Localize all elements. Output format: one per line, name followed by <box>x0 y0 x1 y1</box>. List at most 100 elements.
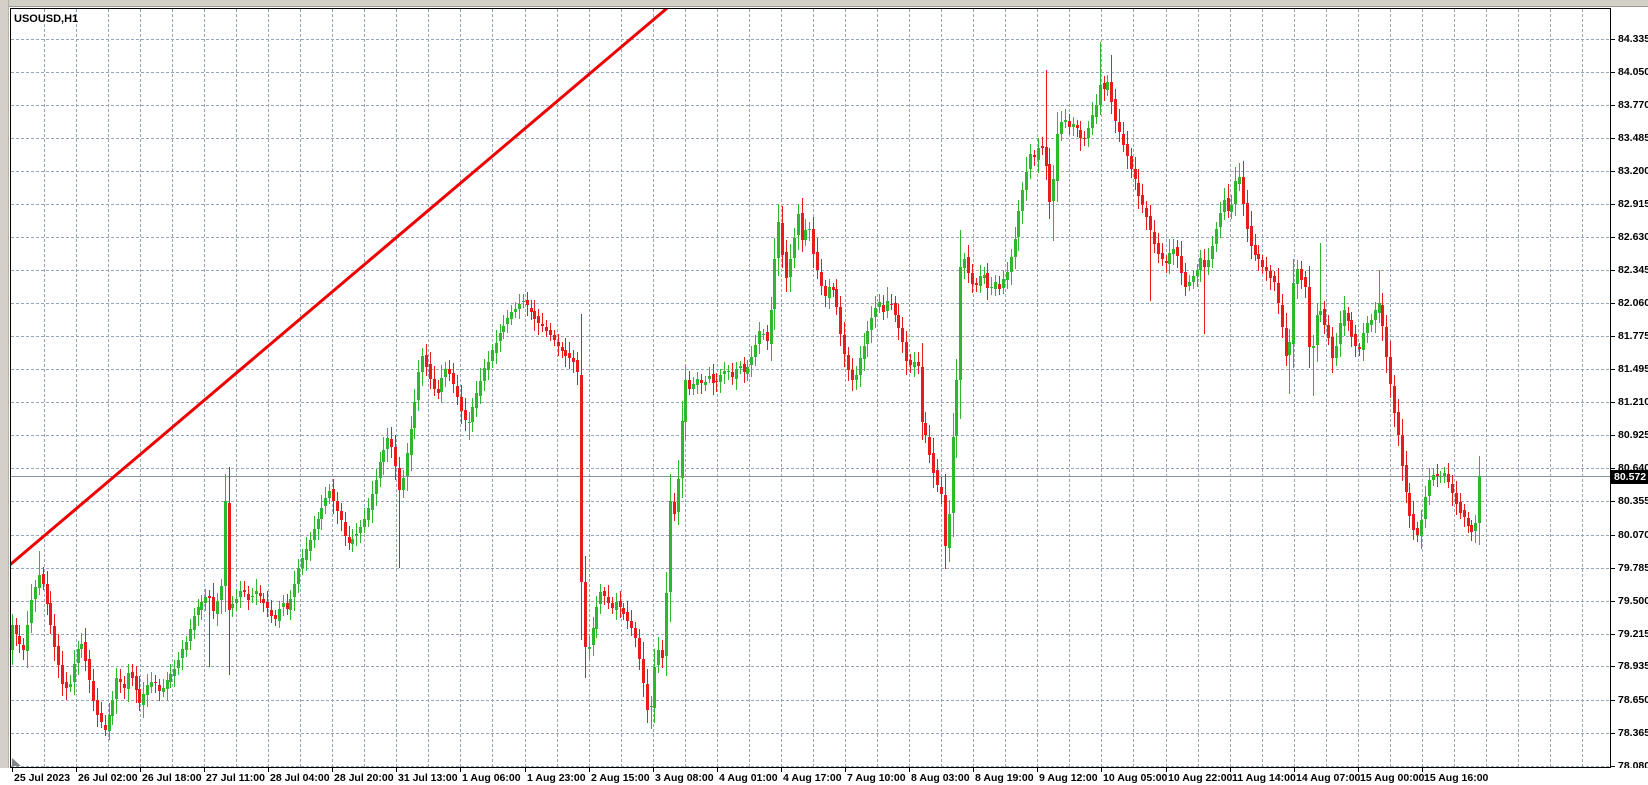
time-tick <box>76 768 77 772</box>
time-tick <box>268 768 269 772</box>
time-tick <box>332 768 333 772</box>
time-tick <box>1037 768 1038 772</box>
trendline-object <box>11 9 668 566</box>
price-tick <box>1611 601 1615 602</box>
time-tick <box>589 768 590 772</box>
price-axis-label: 78.365 <box>1618 727 1648 739</box>
time-axis-label: 31 Jul 13:00 <box>398 772 458 784</box>
price-tick <box>1611 204 1615 205</box>
time-tick <box>973 768 974 772</box>
time-axis-label: 26 Jul 18:00 <box>142 772 202 784</box>
time-axis-label: 15 Aug 00:00 <box>1360 772 1425 784</box>
time-axis-label: 1 Aug 23:00 <box>527 772 586 784</box>
time-axis-label: 7 Aug 10:00 <box>847 772 906 784</box>
price-tick <box>1611 237 1615 238</box>
price-tick <box>1611 336 1615 337</box>
price-tick <box>1611 733 1615 734</box>
time-axis-label: 2 Aug 15:00 <box>591 772 650 784</box>
price-tick <box>1611 700 1615 701</box>
time-axis-label: 28 Jul 04:00 <box>270 772 330 784</box>
time-axis-label: 4 Aug 17:00 <box>783 772 842 784</box>
time-axis-label: 4 Aug 01:00 <box>719 772 778 784</box>
time-tick <box>1230 768 1231 772</box>
price-axis-label: 79.500 <box>1618 595 1648 607</box>
time-axis-label: 15 Aug 16:00 <box>1424 772 1489 784</box>
chart-canvas[interactable] <box>11 9 1610 767</box>
price-tick <box>1611 634 1615 635</box>
price-axis[interactable]: 84.335 84.050 83.770 83.485 83.200 82.915 82.6… <box>1611 8 1648 772</box>
time-tick <box>845 768 846 772</box>
time-tick <box>1166 768 1167 772</box>
time-axis-label: 10 Aug 05:00 <box>1103 772 1168 784</box>
corner-marker <box>12 758 21 766</box>
price-axis-label: 82.345 <box>1618 264 1648 276</box>
time-tick <box>460 768 461 772</box>
price-axis-label: 84.335 <box>1618 33 1648 45</box>
price-axis-label: 82.915 <box>1618 198 1648 210</box>
time-axis-label: 1 Aug 06:00 <box>462 772 521 784</box>
price-axis-label: 81.210 <box>1618 396 1648 408</box>
price-axis-label: 81.775 <box>1618 330 1648 342</box>
price-axis-label: 83.770 <box>1618 99 1648 111</box>
price-tick <box>1611 402 1615 403</box>
price-tick <box>1611 105 1615 106</box>
time-axis-label: 8 Aug 19:00 <box>975 772 1034 784</box>
price-tick <box>1611 568 1615 569</box>
time-tick <box>909 768 910 772</box>
price-tick <box>1611 39 1615 40</box>
price-axis-label: 79.785 <box>1618 562 1648 574</box>
time-axis[interactable]: 25 Jul 2023 26 Jul 02:00 26 Jul 18:00 27 Ju… <box>0 768 1648 785</box>
time-tick <box>12 768 13 772</box>
chart-area[interactable] <box>10 8 1611 768</box>
price-axis-label: 78.935 <box>1618 660 1648 672</box>
price-tick <box>1611 766 1615 767</box>
price-axis-label: 80.070 <box>1618 529 1648 541</box>
window-left-edge <box>0 0 9 785</box>
price-axis-label: 81.495 <box>1618 363 1648 375</box>
price-tick <box>1611 171 1615 172</box>
time-axis-label: 11 Aug 14:00 <box>1232 772 1296 784</box>
price-axis-label: 79.215 <box>1618 628 1648 640</box>
price-tick <box>1611 435 1615 436</box>
time-axis-label: 26 Jul 02:00 <box>78 772 138 784</box>
time-tick <box>1101 768 1102 772</box>
time-axis-label: 8 Aug 03:00 <box>911 772 970 784</box>
time-axis-label: 3 Aug 08:00 <box>655 772 714 784</box>
price-axis-label: 84.050 <box>1618 66 1648 78</box>
price-tick <box>1611 138 1615 139</box>
time-tick <box>140 768 141 772</box>
price-tick <box>1611 535 1615 536</box>
time-tick <box>781 768 782 772</box>
time-tick <box>717 768 718 772</box>
time-axis-label: 14 Aug 07:00 <box>1296 772 1361 784</box>
price-tick <box>1611 501 1615 502</box>
time-tick <box>204 768 205 772</box>
symbol-timeframe-label: USOUSD,H1 <box>14 13 79 25</box>
price-axis-label: 82.630 <box>1618 231 1648 243</box>
time-axis-label: 10 Aug 22:00 <box>1168 772 1233 784</box>
time-axis-label: 28 Jul 20:00 <box>334 772 394 784</box>
price-axis-label: 82.060 <box>1618 297 1648 309</box>
price-tick <box>1611 303 1615 304</box>
price-tick <box>1611 72 1615 73</box>
time-tick <box>653 768 654 772</box>
price-axis-label: 78.650 <box>1618 694 1648 706</box>
time-tick <box>396 768 397 772</box>
time-axis-label: 27 Jul 11:00 <box>206 772 265 784</box>
time-tick <box>1294 768 1295 772</box>
time-axis-label: 9 Aug 12:00 <box>1039 772 1098 784</box>
time-axis-label: 25 Jul 2023 <box>14 772 71 784</box>
time-tick <box>525 768 526 772</box>
time-tick <box>1422 768 1423 772</box>
price-axis-label: 83.485 <box>1618 132 1648 144</box>
price-tick <box>1611 468 1615 469</box>
price-axis-label: 83.200 <box>1618 165 1648 177</box>
price-tick <box>1611 270 1615 271</box>
current-price-tag: 80.572 <box>1611 470 1648 484</box>
window-top-edge <box>0 0 1648 7</box>
price-axis-label: 80.925 <box>1618 429 1648 441</box>
price-axis-label: 80.355 <box>1618 495 1648 507</box>
time-tick <box>1358 768 1359 772</box>
price-tick <box>1611 666 1615 667</box>
